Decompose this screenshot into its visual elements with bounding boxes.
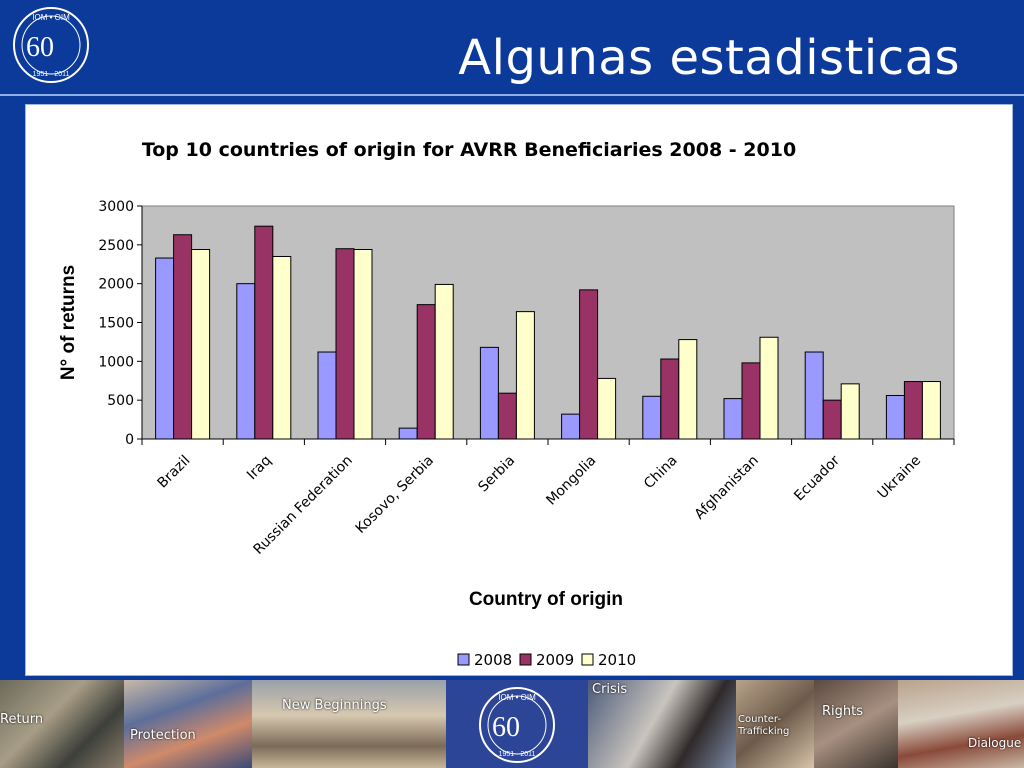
logo-top-text: IOM • OIM — [32, 13, 70, 22]
x-tick-label: Kosovo, Serbia — [353, 453, 437, 537]
bar-2008-kosovo-serbia — [398, 427, 418, 440]
bar-2009-kosovo-serbia — [416, 304, 436, 440]
banner-logo-panel — [446, 680, 588, 768]
legend-label-2010: 2010 — [598, 651, 636, 669]
caption-dialogue: Dialogue — [968, 736, 1022, 750]
bar-2008-afghanistan — [723, 398, 743, 440]
photo-protection — [124, 680, 252, 768]
x-tick-label: Mongolia — [543, 453, 599, 509]
legend: 2008 2009 2010 — [457, 651, 636, 669]
x-axis-label: Country of origin — [469, 589, 623, 610]
x-tick-label: Brazil — [154, 453, 193, 492]
banner-logo-top: IOM • OIM — [498, 693, 536, 702]
banner-logo-years: 1951 - 2011 — [499, 751, 536, 758]
caption-rights: Rights — [822, 704, 864, 719]
bar-2009-russian-federation — [335, 248, 355, 440]
legend-swatch-2010 — [581, 653, 594, 666]
bar-2010-china — [678, 339, 698, 440]
x-tick-label: Ukraine — [875, 453, 925, 503]
y-tick-label: 1500 — [98, 316, 134, 332]
header-divider — [0, 94, 1024, 96]
bar-2010-serbia — [515, 311, 535, 440]
photo-return — [0, 680, 124, 768]
legend-swatch-2008 — [457, 653, 470, 666]
bar-chart: Top 10 countries of origin for AVRR Bene… — [58, 139, 955, 669]
bar-2009-ukraine — [903, 381, 923, 440]
x-tick-label: Iraq — [244, 453, 275, 484]
bar-2010-brazil — [191, 248, 211, 440]
logo-number: 60 — [26, 32, 54, 63]
banner-iom-logo: IOM • OIM 60 1951 - 2011 — [479, 687, 555, 763]
bar-2008-ecuador — [804, 351, 824, 440]
banner-logo-number: 60 — [492, 712, 520, 743]
photo-rights — [814, 680, 898, 768]
y-axis-label: N° of returns — [58, 265, 79, 380]
bar-2008-russian-federation — [317, 351, 337, 440]
bar-2008-mongolia — [561, 413, 581, 440]
bar-2010-kosovo-serbia — [434, 283, 454, 440]
bar-2008-brazil — [155, 257, 175, 440]
photo-banner: IOM • OIM 60 1951 - 2011 Return Protecti… — [0, 680, 1024, 768]
x-tick-label: Afghanistan — [692, 453, 762, 523]
caption-counter-trafficking: Counter- Trafficking — [738, 714, 790, 737]
bar-2008-serbia — [479, 346, 499, 440]
iom-60-logo: IOM • OIM 60 1951 - 2011 — [13, 7, 89, 83]
caption-protection: Protection — [130, 728, 196, 743]
chart-panel: Top 10 countries of origin for AVRR Bene… — [25, 104, 1013, 676]
bar-2010-afghanistan — [759, 336, 779, 440]
legend-label-2008: 2008 — [474, 651, 512, 669]
photo-crisis — [588, 680, 736, 768]
photo-counter-trafficking — [736, 680, 814, 768]
x-tick-label: China — [641, 453, 681, 493]
bar-2009-serbia — [497, 392, 517, 440]
slide-title: Algunas estadisticas — [458, 30, 960, 86]
slide-header: IOM • OIM 60 1951 - 2011 Algunas estadis… — [0, 0, 1024, 94]
y-tick-label: 1000 — [98, 354, 134, 370]
y-tick-label: 3000 — [98, 199, 134, 215]
x-tick-label: Serbia — [475, 453, 518, 496]
y-axis: 0 500 1000 1500 2000 2500 3000 — [98, 199, 143, 448]
x-tick-label: Ecuador — [791, 452, 843, 504]
bar-2009-brazil — [173, 234, 193, 440]
legend-swatch-2009 — [519, 653, 532, 666]
bar-2010-ukraine — [921, 381, 941, 440]
caption-new-beginnings: New Beginnings — [282, 698, 387, 713]
caption-crisis: Crisis — [592, 682, 628, 697]
photo-dialogue — [898, 680, 1024, 768]
logo-years: 1951 - 2011 — [33, 71, 70, 78]
caption-return: Return — [0, 712, 44, 727]
y-tick-label: 2000 — [98, 277, 134, 293]
legend-label-2009: 2009 — [536, 651, 574, 669]
photo-new-beginnings — [252, 680, 446, 768]
bar-2010-russian-federation — [353, 248, 373, 440]
bar-2009-iraq — [254, 225, 274, 440]
bar-2009-afghanistan — [741, 362, 761, 440]
bar-2010-iraq — [272, 255, 292, 440]
bar-2010-ecuador — [840, 383, 860, 440]
bar-2010-mongolia — [597, 377, 617, 440]
chart-title: Top 10 countries of origin for AVRR Bene… — [142, 139, 796, 161]
bars — [155, 225, 941, 440]
bar-2008-ukraine — [885, 395, 905, 440]
bar-2008-iraq — [236, 283, 256, 440]
bar-2009-china — [660, 358, 680, 440]
y-tick-label: 500 — [107, 393, 134, 409]
y-tick-label: 2500 — [98, 238, 134, 254]
bar-2009-mongolia — [579, 289, 599, 440]
bar-2008-china — [642, 395, 662, 440]
bar-2009-ecuador — [822, 399, 842, 440]
y-tick-label: 0 — [125, 432, 134, 448]
